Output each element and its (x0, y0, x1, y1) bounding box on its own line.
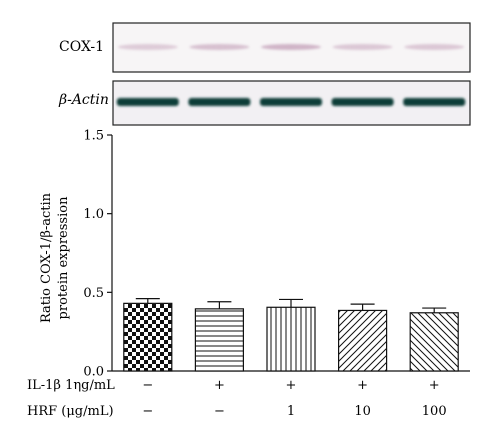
y-tick-label: 0.0 (83, 365, 104, 380)
bar (194, 308, 244, 372)
bar (266, 306, 316, 372)
y-axis-label-line-2: protein expression (56, 196, 71, 320)
cox1-band (332, 44, 393, 50)
bar (338, 309, 388, 372)
y-tick-label: 1.0 (83, 207, 104, 222)
condition-label-hrf: HRF (μg/mL) (27, 404, 114, 419)
blot-actin-label: β-Actin (58, 92, 109, 108)
condition-value: − (142, 404, 153, 419)
actin-band (116, 98, 179, 106)
condition-value: 1 (287, 404, 295, 419)
y-tick-label: 0.5 (83, 286, 104, 301)
bars (123, 298, 459, 372)
actin-band (260, 98, 322, 106)
actin-band (331, 98, 394, 106)
y-ticks: 0.0 0.5 1.0 1.5 (83, 129, 112, 380)
blot-cox1-label: COX-1 (59, 39, 104, 55)
blot-actin-bands (116, 98, 466, 106)
cox1-band (189, 44, 250, 50)
condition-value: 100 (422, 404, 447, 419)
condition-value: + (286, 378, 297, 393)
cox1-band (117, 44, 178, 50)
blot-cox1-bands (117, 44, 465, 50)
blot-cox1: COX-1 (59, 22, 471, 73)
condition-value: + (357, 378, 368, 393)
cox1-band (404, 44, 465, 50)
blot-actin: β-Actin (58, 80, 471, 126)
condition-value: + (214, 378, 225, 393)
bar (409, 312, 459, 372)
actin-band (403, 98, 466, 106)
condition-value: 10 (354, 404, 371, 419)
cox1-band (261, 44, 321, 50)
actin-band (188, 98, 251, 106)
condition-value: − (142, 378, 153, 393)
condition-label-il1b: IL-1β 1ηg/mL (27, 378, 115, 393)
bar (123, 302, 173, 372)
condition-value: + (429, 378, 440, 393)
y-axis-label-line-1: Ratio COX-1/β-actin (39, 192, 54, 323)
condition-value: − (214, 404, 225, 419)
y-tick-label: 1.5 (83, 129, 104, 144)
bar-chart: Ratio COX-1/β-actin protein expression 0… (39, 129, 470, 380)
condition-values: − + + + + − − 1 10 100 (142, 378, 446, 419)
y-axis-label: Ratio COX-1/β-actin protein expression (39, 192, 71, 323)
condition-table: IL-1β 1ηg/mL HRF (μg/mL) − + + + + − − 1 10 100 (27, 378, 447, 419)
